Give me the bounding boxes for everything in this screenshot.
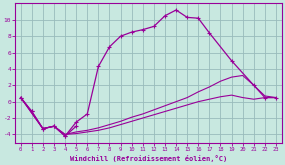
X-axis label: Windchill (Refroidissement éolien,°C): Windchill (Refroidissement éolien,°C) xyxy=(70,155,227,162)
